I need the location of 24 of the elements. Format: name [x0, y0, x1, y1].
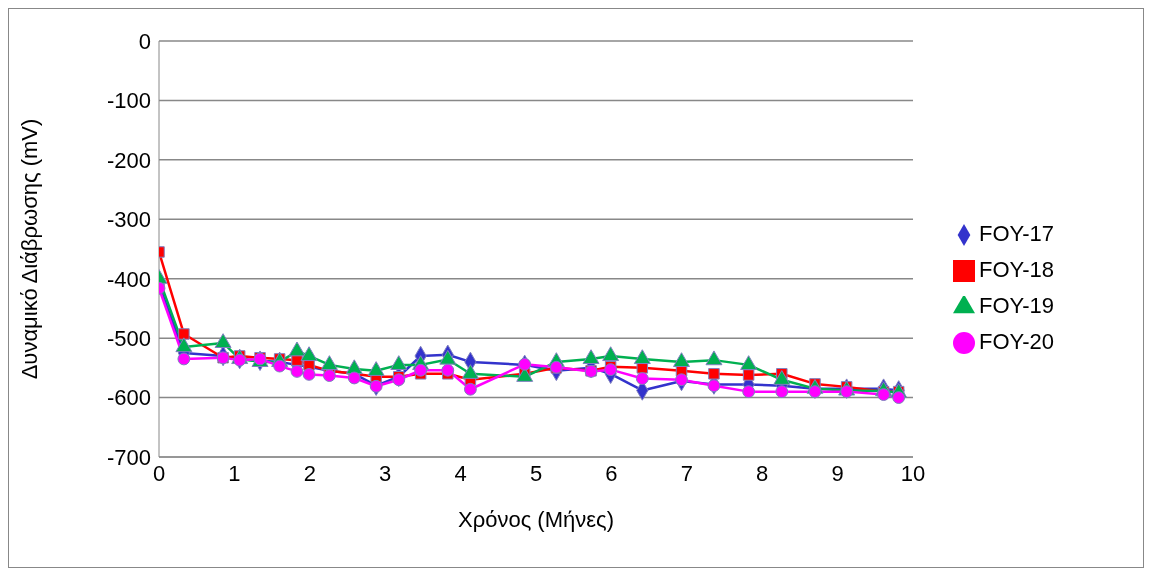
y-tick-label: -700 [106, 444, 151, 470]
x-tick-label: 9 [831, 460, 844, 486]
x-tick-label: 10 [900, 460, 926, 486]
y-tick-label: -100 [106, 88, 151, 114]
x-tick-label: 2 [303, 460, 316, 486]
legend-label: FOY-19 [979, 293, 1055, 318]
x-tick-label: 4 [454, 460, 467, 486]
x-tick-label: 6 [605, 460, 618, 486]
y-tick-label: -500 [106, 325, 151, 351]
x-axis-title: Χρόνος (Μήνες) [458, 507, 614, 532]
x-tick-label: 3 [379, 460, 392, 486]
x-tick-label: 8 [756, 460, 769, 486]
x-tick-label: 7 [680, 460, 693, 486]
y-tick-label: 0 [138, 28, 151, 54]
x-tick-label: 1 [228, 460, 241, 486]
y-tick-label: -300 [106, 207, 151, 233]
legend-label: FOY-18 [979, 257, 1055, 282]
y-tick-label: -600 [106, 385, 151, 411]
y-axis-title: Δυναμικό Διάβρωσης (mV) [16, 118, 42, 380]
legend-label: FOY-20 [979, 329, 1055, 354]
x-tick-label: 5 [529, 460, 543, 486]
legend-label: FOY-17 [979, 221, 1055, 246]
y-tick-label: -200 [106, 147, 151, 173]
y-tick-label: -400 [106, 266, 151, 292]
